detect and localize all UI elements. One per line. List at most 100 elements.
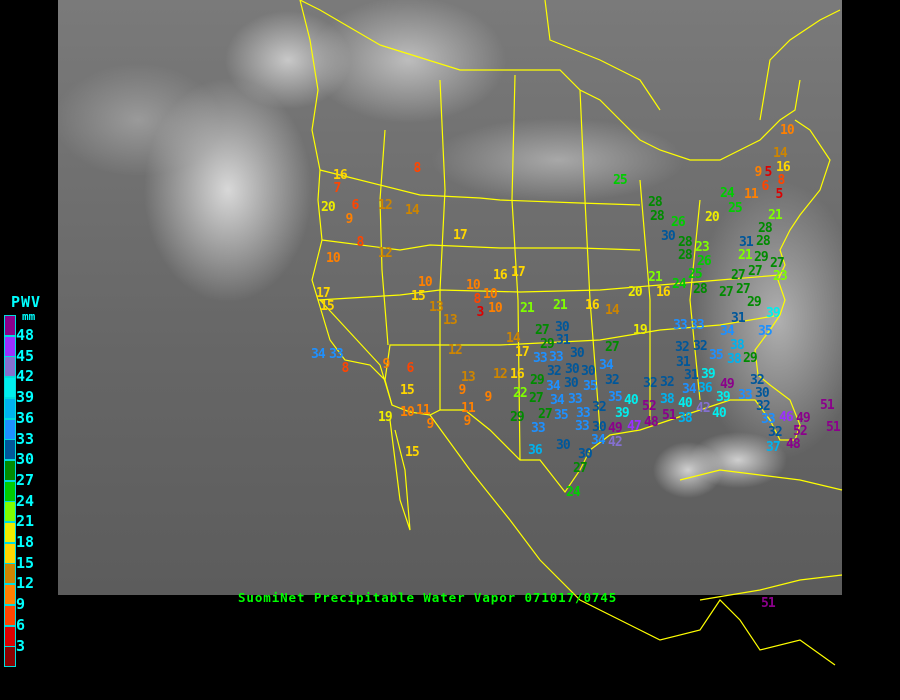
station-pwv-value: 8	[341, 360, 350, 376]
station-pwv-value: 5	[775, 186, 784, 202]
legend-label: 12	[16, 574, 35, 593]
legend-unit: mm	[22, 310, 36, 323]
station-pwv-value: 14	[506, 330, 521, 346]
station-pwv-value: 10	[780, 122, 795, 138]
legend-swatch	[4, 335, 16, 357]
station-pwv-value: 40	[712, 405, 727, 421]
station-pwv-value: 14	[605, 302, 620, 318]
station-pwv-value: 47	[627, 418, 642, 434]
station-pwv-value: 34	[546, 378, 561, 394]
station-pwv-value: 34	[599, 357, 614, 373]
legend-swatch	[4, 377, 16, 399]
station-pwv-value: 6	[406, 360, 415, 376]
station-pwv-value: 15	[411, 288, 426, 304]
station-pwv-value: 20	[321, 199, 336, 215]
legend-label: 3	[16, 636, 26, 655]
station-pwv-value: 14	[405, 202, 420, 218]
station-pwv-value: 26	[697, 253, 712, 269]
station-pwv-value: 33	[549, 349, 564, 365]
station-pwv-value: 17	[316, 285, 331, 301]
station-pwv-value: 52	[642, 398, 657, 414]
station-pwv-value: 39	[701, 366, 716, 382]
station-pwv-value: 40	[678, 395, 693, 411]
station-pwv-value: 31	[739, 234, 754, 250]
station-pwv-value: 9	[463, 413, 472, 429]
station-pwv-value: 38	[660, 391, 675, 407]
station-pwv-value: 34	[550, 392, 565, 408]
baja-coast	[389, 419, 411, 531]
station-pwv-value: 31	[731, 310, 746, 326]
station-pwv-value: 21	[648, 269, 663, 285]
station-pwv-value: 33	[738, 387, 753, 403]
station-pwv-value: 12	[493, 366, 508, 382]
station-pwv-value: 27	[538, 406, 553, 422]
station-pwv-value: 9	[458, 382, 467, 398]
station-pwv-value: 13	[443, 312, 458, 328]
station-pwv-value: 30	[592, 419, 607, 435]
station-pwv-value: 27	[573, 460, 588, 476]
legend-label: 48	[16, 326, 35, 344]
station-pwv-value: 13	[461, 369, 476, 385]
station-pwv-value: 24	[720, 185, 735, 201]
station-pwv-value: 12	[378, 245, 393, 261]
station-pwv-value: 27	[719, 284, 734, 300]
legend-swatch	[4, 542, 16, 564]
station-pwv-value: 30	[578, 446, 593, 462]
legend-label: 21	[16, 512, 35, 531]
pwv-legend: PWV mm 48 45 42 39 36 33 30 27 24 21 18 15 12 9 6 3	[0, 295, 58, 675]
station-pwv-value: 32	[750, 372, 765, 388]
station-pwv-value: 36	[698, 380, 713, 396]
station-pwv-value: 9	[345, 211, 354, 227]
station-pwv-value: 49	[608, 420, 623, 436]
station-pwv-value: 30	[556, 437, 571, 453]
state-line	[319, 169, 641, 206]
station-pwv-value: 33	[329, 346, 344, 362]
legend-label: 27	[16, 470, 35, 489]
station-pwv-value: 32	[756, 398, 771, 414]
station-pwv-value: 46	[779, 409, 794, 425]
station-pwv-value: 32	[605, 372, 620, 388]
station-pwv-value: 8	[413, 160, 422, 176]
station-pwv-value: 29	[747, 294, 762, 310]
station-pwv-value: 15	[405, 444, 420, 460]
station-pwv-value: 12	[448, 342, 463, 358]
caribbean-coast	[699, 574, 843, 601]
legend-swatch	[4, 584, 16, 606]
station-pwv-value: 32	[592, 399, 607, 415]
station-pwv-value: 15	[400, 382, 415, 398]
station-pwv-value: 3	[476, 304, 485, 320]
station-pwv-value: 30	[755, 385, 770, 401]
station-pwv-value: 34	[311, 346, 326, 362]
station-pwv-value: 35	[608, 389, 623, 405]
station-pwv-value: 25	[613, 172, 628, 188]
legend-label: 33	[16, 429, 35, 448]
station-pwv-value: 16	[585, 297, 600, 313]
station-pwv-value: 31	[684, 367, 699, 383]
legend-swatch	[4, 459, 16, 481]
station-pwv-value: 48	[786, 436, 801, 452]
station-pwv-value: 21	[553, 297, 568, 313]
station-pwv-value: 27	[748, 263, 763, 279]
state-line	[319, 299, 393, 406]
station-pwv-value: 35	[583, 378, 598, 394]
station-pwv-value: 9	[382, 356, 391, 372]
station-pwv-value: 24	[566, 484, 581, 500]
legend-swatch	[4, 625, 16, 647]
station-pwv-value: 51	[662, 407, 677, 423]
station-pwv-value: 19	[633, 322, 648, 338]
legend-label: 6	[16, 615, 26, 634]
station-pwv-value: 34	[682, 381, 697, 397]
station-pwv-value: 25	[728, 200, 743, 216]
station-pwv-value: 32	[660, 374, 675, 390]
station-pwv-value: 35	[709, 347, 724, 363]
station-pwv-value: 19	[378, 409, 393, 425]
mexico-coast	[429, 414, 836, 666]
station-pwv-value: 10	[400, 404, 415, 420]
station-pwv-value: 5	[764, 164, 773, 180]
station-pwv-value: 51	[820, 397, 835, 413]
legend-swatch	[4, 315, 16, 336]
station-pwv-value: 33	[575, 418, 590, 434]
legend-swatch	[4, 439, 16, 461]
station-pwv-value: 16	[333, 167, 348, 183]
station-pwv-value: 8	[356, 234, 365, 250]
